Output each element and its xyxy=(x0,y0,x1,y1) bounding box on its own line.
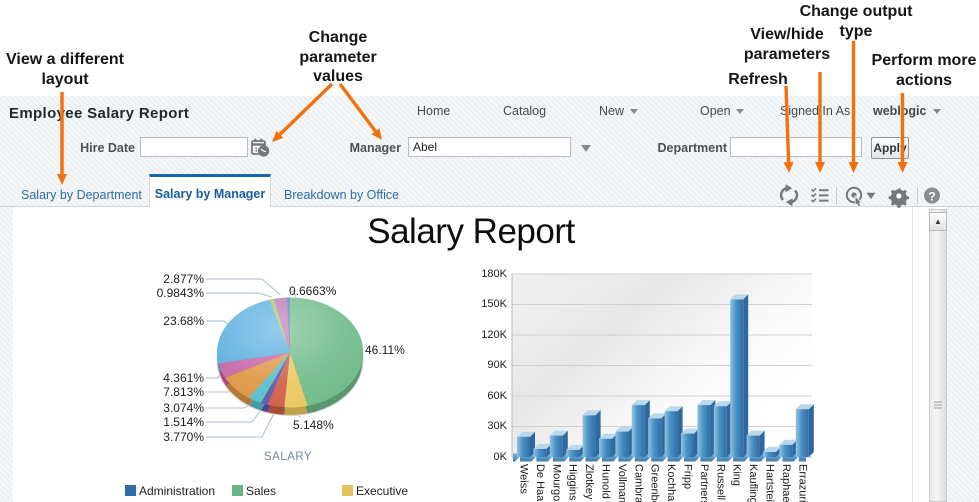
svg-text:Raphaely: Raphaely xyxy=(780,464,792,502)
svg-text:Errazuriz: Errazuriz xyxy=(796,464,808,502)
svg-text:De Haan: De Haan xyxy=(534,464,546,502)
svg-text:1: 1 xyxy=(254,147,258,154)
svg-text:Kochhar: Kochhar xyxy=(665,464,677,502)
svg-text:Vollman: Vollman xyxy=(616,464,628,502)
svg-text:Cambrault: Cambrault xyxy=(632,464,644,502)
svg-text:?: ? xyxy=(928,189,935,203)
svg-text:Hunold: Hunold xyxy=(600,464,612,499)
svg-text:Kaufling: Kaufling xyxy=(747,464,759,502)
svg-text:Mourgos: Mourgos xyxy=(550,464,562,502)
svg-text:Higgins: Higgins xyxy=(567,464,579,501)
svg-text:King: King xyxy=(731,464,743,486)
svg-text:Zlotkey: Zlotkey xyxy=(583,464,595,500)
svg-text:Greenberg: Greenberg xyxy=(649,464,661,502)
svg-text:Fripp: Fripp xyxy=(682,464,694,489)
svg-text:Hartstein: Hartstein xyxy=(764,464,776,502)
svg-text:Russell: Russell xyxy=(714,464,726,500)
svg-text:Weiss: Weiss xyxy=(518,464,530,494)
svg-text:Partners: Partners xyxy=(698,464,710,502)
